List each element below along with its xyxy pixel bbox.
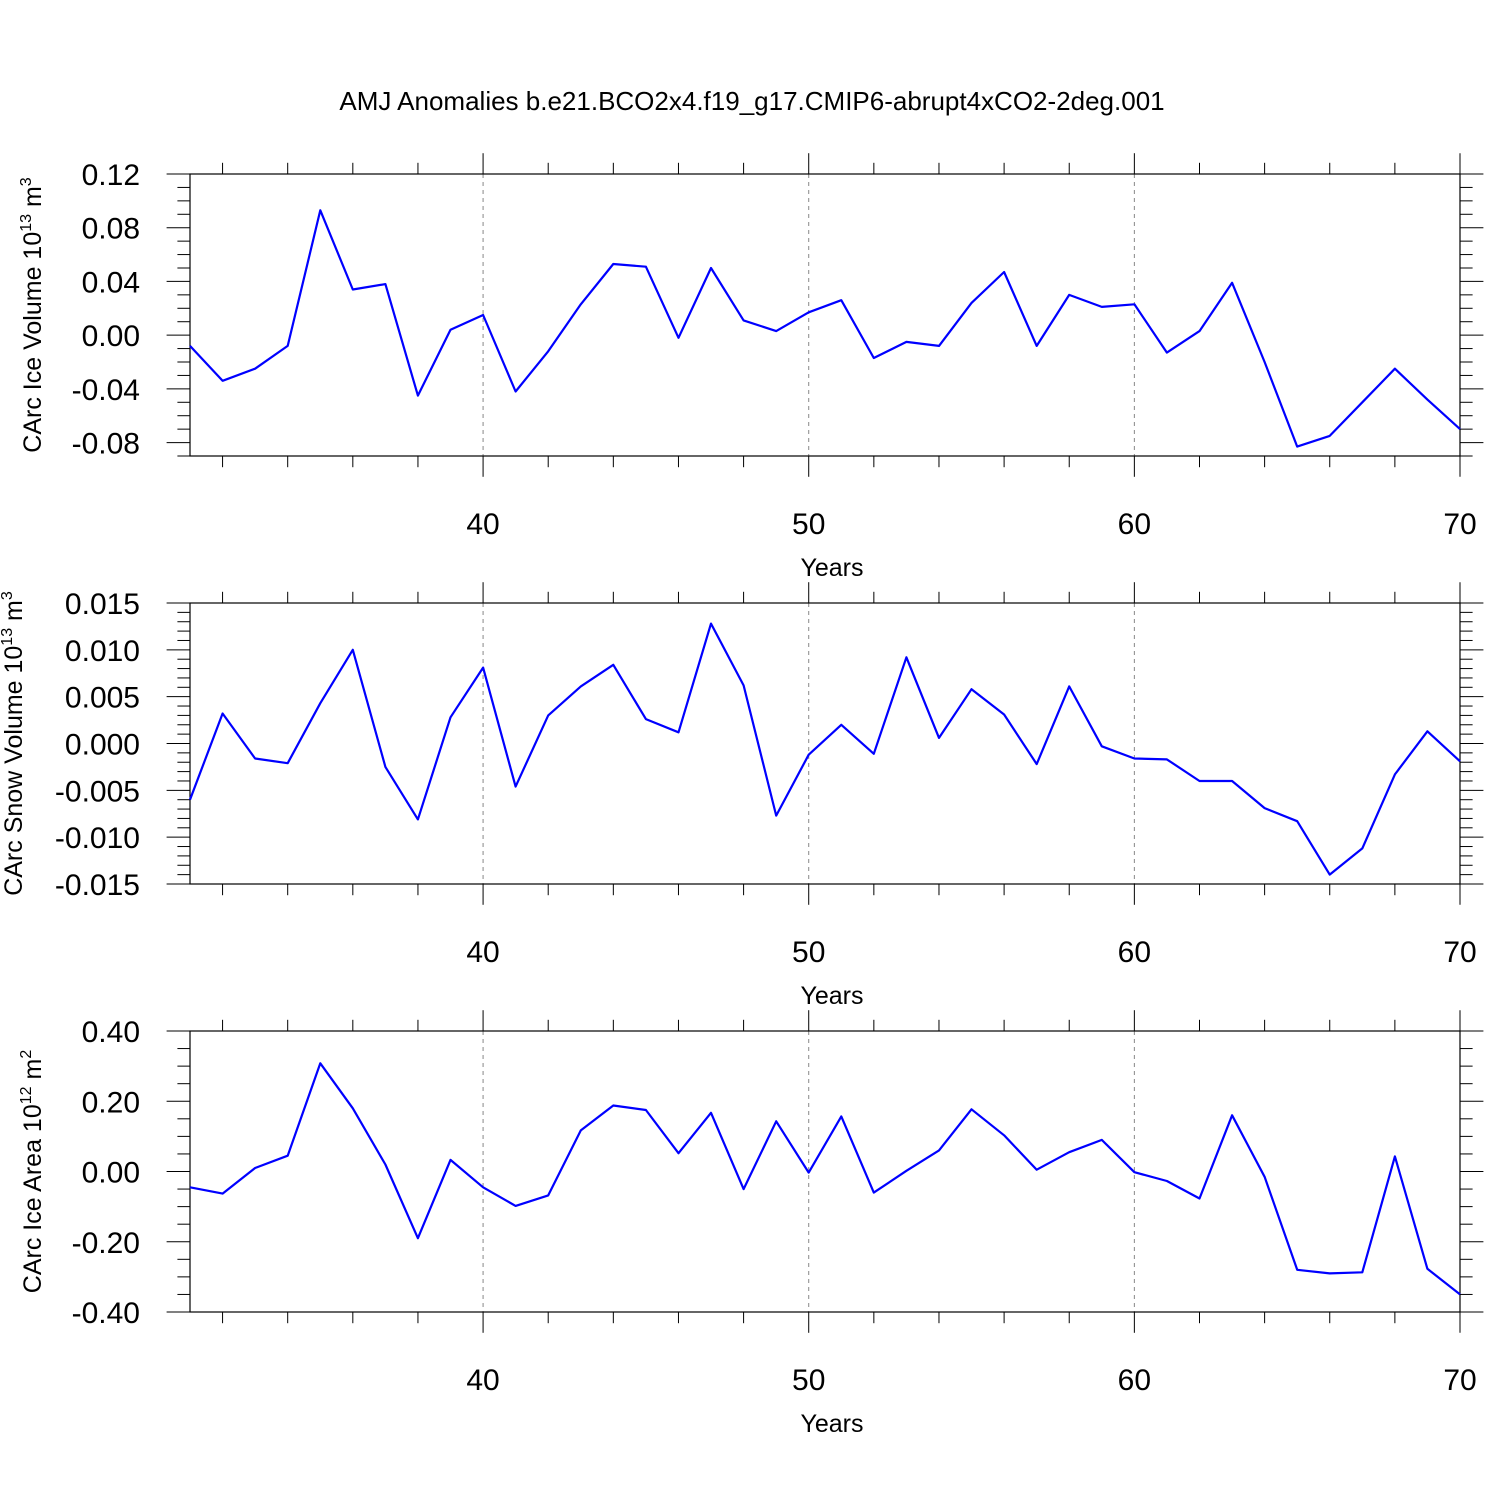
x-tick-label: 40 — [466, 508, 499, 541]
x-axis-label: Years — [800, 982, 863, 1010]
y-tick-label: 0.40 — [82, 1016, 140, 1049]
plot-frame — [189, 1030, 1461, 1313]
figure-title: AMJ Anomalies b.e21.BCO2x4.f19_g17.CMIP6… — [339, 86, 1164, 116]
x-tick-label: 50 — [792, 936, 825, 969]
y-tick-label: 0.010 — [65, 635, 140, 668]
series-line — [189, 209, 1461, 448]
x-tick-label: 60 — [1118, 936, 1151, 969]
series-line — [189, 1062, 1461, 1296]
y-tick-label: 0.12 — [82, 159, 140, 192]
y-tick-label: -0.005 — [55, 775, 140, 808]
y-axis-label: CArc Ice Area 1012 m2 — [18, 1050, 47, 1294]
y-tick-label: 0.04 — [82, 266, 140, 299]
y-tick-label: -0.04 — [72, 374, 140, 407]
y-tick-label: 0.08 — [82, 213, 140, 246]
y-axis-label: CArc Snow Volume 1013 m3 — [0, 591, 28, 896]
y-tick-label: -0.08 — [72, 428, 140, 461]
y-tick-label: 0.015 — [65, 588, 140, 621]
x-tick-label: 60 — [1118, 1364, 1151, 1397]
y-tick-label: 0.005 — [65, 682, 140, 715]
x-axis-label: Years — [800, 1410, 863, 1438]
x-tick-label: 40 — [466, 1364, 499, 1397]
x-tick-label: 50 — [792, 1364, 825, 1397]
chart-panel-1: 40 50 60 70 -0.08 -0.04 0.00 0.04 0.08 0.12 Years C… — [18, 153, 1484, 582]
y-tick-label: 0.20 — [82, 1086, 140, 1119]
y-tick-label: -0.40 — [72, 1297, 140, 1330]
x-tick-label: 40 — [466, 936, 499, 969]
x-tick-label: 60 — [1118, 508, 1151, 541]
panels: 40 50 60 70 -0.08 -0.04 0.00 0.04 0.08 0.12 Years C… — [0, 153, 1484, 1438]
chart-panel-3: 40 50 60 70 -0.40 -0.20 0.00 0.20 0.40 Years CArc … — [18, 1010, 1484, 1438]
chart-panel-2: 40 50 60 70 -0.015 -0.010 -0.005 0.000 0.005 0.01… — [0, 582, 1484, 1010]
plot-frame — [189, 602, 1461, 885]
y-axis-label: CArc Ice Volume 1013 m3 — [18, 177, 47, 453]
x-tick-label: 70 — [1443, 1364, 1476, 1397]
x-tick-label: 70 — [1443, 936, 1476, 969]
y-tick-label: -0.20 — [72, 1227, 140, 1260]
x-tick-label: 50 — [792, 508, 825, 541]
y-tick-label: 0.000 — [65, 729, 140, 762]
series-line — [188, 622, 1461, 876]
plot-frame — [189, 173, 1461, 457]
x-tick-label: 70 — [1443, 508, 1476, 541]
y-tick-label: 0.00 — [82, 1157, 140, 1190]
y-tick-label: 0.00 — [82, 320, 140, 353]
y-tick-label: -0.010 — [55, 822, 140, 855]
y-tick-label: -0.015 — [55, 869, 140, 902]
x-axis-label: Years — [800, 554, 863, 582]
